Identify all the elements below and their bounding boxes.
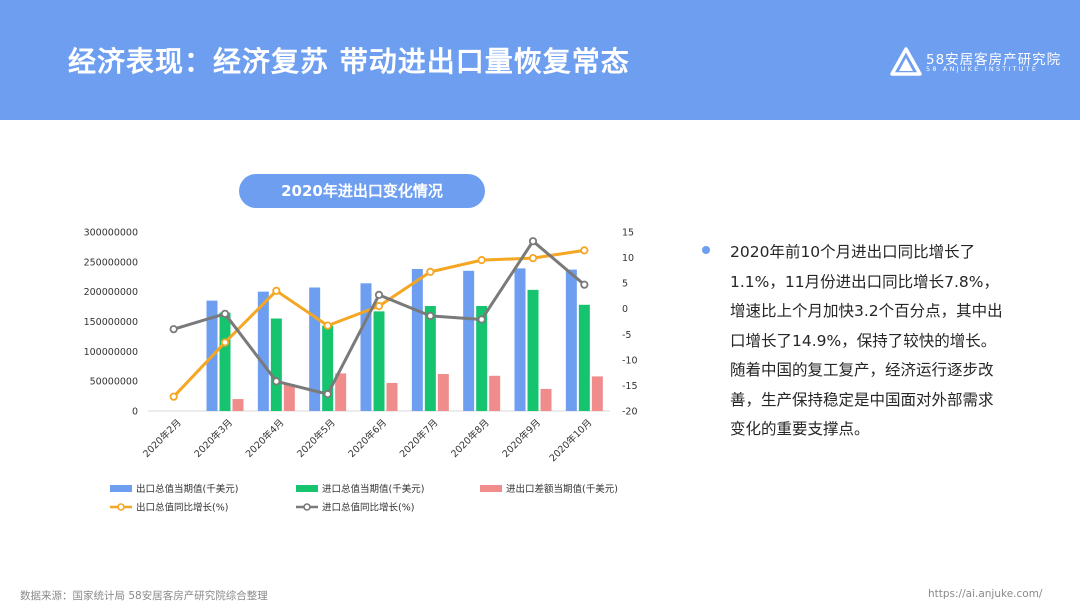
bar xyxy=(514,268,526,411)
bar xyxy=(373,311,385,411)
legend-swatch xyxy=(480,485,502,492)
chart-title: 2020年进出口变化情况 xyxy=(239,174,485,208)
y-left-tick-label: 50000000 xyxy=(90,377,138,388)
triangle-logo-icon xyxy=(890,47,922,76)
bar xyxy=(540,388,552,411)
x-tick-label: 2020年3月 xyxy=(192,417,235,460)
line-point xyxy=(580,280,589,289)
x-tick-label: 2020年6月 xyxy=(346,417,389,460)
bar xyxy=(270,318,282,411)
x-tick-label: 2020年5月 xyxy=(294,417,337,460)
line-point xyxy=(477,315,486,324)
line-point xyxy=(374,290,384,300)
legend-marker xyxy=(117,503,125,511)
footer-url[interactable]: https://ai.anjuke.com/ xyxy=(928,588,1043,600)
bar xyxy=(386,382,398,411)
line-point xyxy=(528,237,538,246)
bar xyxy=(411,268,423,411)
line-point xyxy=(220,309,230,318)
y-left-tick-label: 0 xyxy=(132,407,138,418)
line-point xyxy=(169,325,178,334)
line-point xyxy=(426,267,435,276)
page-title: 经济表现：经济复苏 带动进出口量恢复常态 xyxy=(68,45,630,78)
legend-label: 出口总值同比增长(%) xyxy=(136,502,228,514)
y-left-tick-label: 200000000 xyxy=(84,287,138,298)
line-point xyxy=(169,392,178,401)
legend-swatch xyxy=(110,485,132,492)
y-right-tick-label: 0 xyxy=(622,304,628,315)
y-right-tick-label: 15 xyxy=(622,228,634,239)
bar xyxy=(283,384,295,411)
x-tick-label: 2020年2月 xyxy=(140,417,183,460)
legend-swatch xyxy=(296,485,318,492)
line-point xyxy=(323,390,332,399)
x-tick-label: 2020年4月 xyxy=(243,417,286,460)
bar xyxy=(309,287,321,411)
bar xyxy=(257,291,269,411)
y-left-tick-label: 250000000 xyxy=(84,257,138,268)
legend-label: 进出口差额当期值(千美元) xyxy=(506,483,618,495)
y-right-tick-label: -15 xyxy=(622,381,638,392)
bar xyxy=(489,375,501,411)
bullet-dot xyxy=(702,246,710,254)
y-right-tick-label: 10 xyxy=(622,253,634,264)
y-right-tick-label: 5 xyxy=(622,279,628,290)
bar xyxy=(360,283,372,411)
data-source: 数据来源：国家统计局 58安居客房产研究院综合整理 xyxy=(20,590,268,602)
y-left-tick-label: 100000000 xyxy=(84,347,138,358)
line-point xyxy=(580,246,589,255)
bar xyxy=(424,305,436,411)
x-tick-label: 2020年9月 xyxy=(500,417,543,460)
x-tick-label: 2020年10月 xyxy=(547,417,595,465)
y-right-tick-label: -5 xyxy=(622,330,631,341)
line-point xyxy=(426,311,435,320)
logo-text-cn: 58安居客房产研究院 xyxy=(926,52,1062,68)
bar xyxy=(578,304,590,411)
logo-text-en: 58 ANJUKE INSTITUTE xyxy=(926,65,1039,73)
legend-label: 进口总值当期值(千美元) xyxy=(322,483,424,495)
legend-label: 出口总值当期值(千美元) xyxy=(136,483,238,495)
bar xyxy=(437,374,449,411)
header-banner: 经济表现：经济复苏 带动进出口量恢复常态 58安居客房产研究院 58 ANJUK… xyxy=(0,0,1080,120)
legend-marker xyxy=(303,503,311,511)
x-tick-label: 2020年8月 xyxy=(448,417,491,460)
line-point xyxy=(272,286,281,295)
legend-label: 进口总值同比增长(%) xyxy=(322,502,414,514)
line-point xyxy=(323,321,332,330)
bar xyxy=(476,305,488,411)
bar xyxy=(565,269,577,411)
y-right-tick-label: -10 xyxy=(622,355,638,366)
bar xyxy=(219,312,231,411)
institute-logo: 58安居客房产研究院 58 ANJUKE INSTITUTE xyxy=(890,46,1060,80)
bar xyxy=(527,289,539,411)
bar xyxy=(232,399,244,411)
line-point xyxy=(477,256,486,265)
y-left-tick-label: 150000000 xyxy=(84,317,138,328)
line-point xyxy=(220,338,230,347)
bar xyxy=(591,376,603,411)
line-point xyxy=(374,302,384,311)
x-tick-label: 2020年7月 xyxy=(397,417,440,460)
line-point xyxy=(528,253,538,263)
bar xyxy=(335,373,347,411)
line-point xyxy=(272,377,281,386)
summary-paragraph: 2020年前10个月进出口同比增长了1.1%，11月份进出口同比增长7.8%，增… xyxy=(730,243,1003,438)
bar xyxy=(463,270,475,411)
bar xyxy=(322,325,334,411)
y-right-tick-label: -20 xyxy=(622,407,638,418)
y-left-tick-label: 300000000 xyxy=(84,228,138,239)
